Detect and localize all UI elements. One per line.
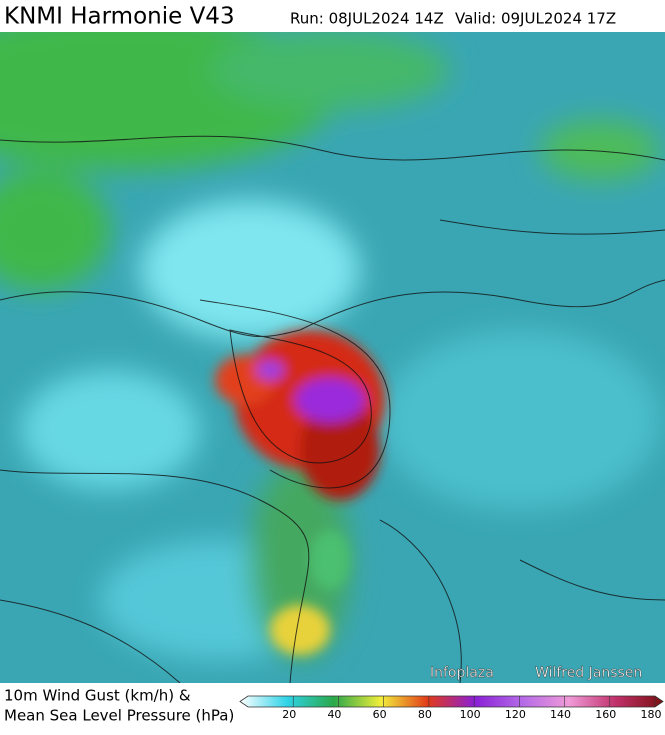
credit: Infoplaza: [430, 665, 494, 681]
colorbar-tick-label: 120: [505, 708, 526, 721]
colorbar-tick-label: 20: [282, 708, 296, 721]
colorbar-tick-label: 140: [550, 708, 571, 721]
colorbar-tick-label: 180: [641, 708, 662, 721]
run-time: Run: 08JUL2024 14Z: [290, 10, 444, 28]
colorbar-ramp: [239, 695, 664, 708]
colorbar: 20 40 60 80 100 120 140 160 180: [239, 695, 664, 721]
colorbar-tick-label: 160: [595, 708, 616, 721]
field-label: 10m Wind Gust (km/h) &: [4, 687, 191, 705]
valid-time: Valid: 09JUL2024 17Z: [455, 10, 616, 28]
map-field: [0, 32, 665, 683]
colorbar-tick-label: 40: [327, 708, 341, 721]
colorbar-tick-label: 80: [418, 708, 432, 721]
title: KNMI Harmonie V43: [4, 4, 235, 30]
credit: Wilfred Janssen: [535, 665, 642, 681]
colorbar-tick-label: 60: [373, 708, 387, 721]
field-label: Mean Sea Level Pressure (hPa): [4, 707, 234, 725]
colorbar-tick-label: 100: [460, 708, 481, 721]
